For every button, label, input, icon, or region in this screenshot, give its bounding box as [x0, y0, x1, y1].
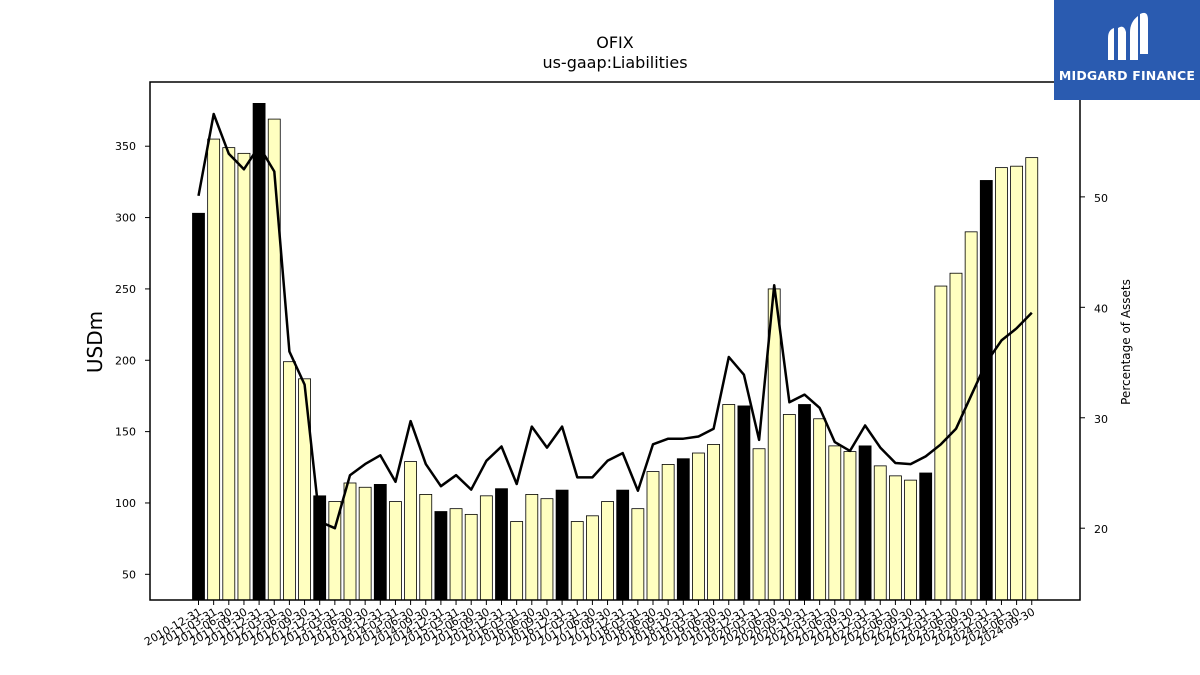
y2-axis-ticks: 20 30 40 50	[1080, 192, 1108, 536]
bar	[586, 515, 599, 601]
bar	[707, 444, 720, 601]
bar	[252, 103, 266, 601]
y-tick-label: 150	[115, 426, 136, 439]
bar	[1025, 157, 1039, 601]
bar	[964, 231, 978, 601]
bar	[904, 479, 917, 601]
bar	[449, 508, 463, 601]
bar	[404, 461, 418, 601]
y-tick-label: 100	[115, 497, 136, 510]
bar	[661, 464, 675, 601]
bar	[1010, 165, 1023, 601]
bar	[495, 488, 508, 601]
bar	[646, 471, 660, 601]
y-tick-label: 350	[115, 140, 136, 153]
bar	[343, 482, 357, 601]
bar	[828, 445, 842, 601]
y2-axis-label: Percentage of Assets	[1119, 279, 1133, 405]
y-tick-label: 250	[115, 283, 136, 296]
bar	[995, 167, 1008, 601]
bar	[207, 138, 221, 601]
bar	[782, 414, 796, 601]
bar	[798, 404, 811, 601]
y2-tick-label: 50	[1094, 192, 1108, 205]
y-axis-ticks: 50 100 150 200 250 300 350	[115, 140, 150, 581]
bar	[237, 152, 251, 601]
bar	[419, 494, 433, 601]
bar	[464, 513, 478, 601]
bar	[570, 521, 584, 601]
bar	[722, 404, 736, 601]
bar	[282, 361, 296, 601]
bar	[525, 494, 539, 601]
bar	[616, 489, 630, 601]
bar	[540, 498, 554, 601]
bar	[222, 147, 236, 601]
y-tick-label: 300	[115, 212, 136, 225]
bar	[873, 465, 887, 601]
bar	[676, 458, 690, 601]
bar	[919, 472, 933, 601]
percentage-line	[197, 112, 1033, 530]
plot-frame	[149, 81, 1081, 601]
bar	[858, 445, 872, 601]
brand-logo: MIDGARD FINANCE	[1054, 0, 1200, 100]
y-axis-label: USDm	[83, 311, 107, 373]
bar	[949, 272, 963, 601]
bar	[601, 501, 614, 601]
bar	[555, 489, 569, 601]
bar	[510, 521, 524, 601]
bar	[979, 180, 993, 601]
bar	[267, 118, 281, 601]
y2-tick-label: 20	[1094, 523, 1108, 536]
brand-name: MIDGARD FINANCE	[1058, 68, 1196, 83]
bar	[692, 452, 705, 601]
bar	[434, 511, 448, 601]
chart-title: OFIX	[596, 33, 634, 52]
y-tick-label: 50	[122, 568, 136, 581]
bar	[843, 451, 857, 601]
bars-group	[192, 103, 1039, 601]
bar	[813, 418, 827, 601]
bar	[752, 448, 766, 601]
y-tick-label: 200	[115, 354, 136, 367]
bar	[479, 495, 493, 601]
x-axis-ticks: 2010-12-312011-03-312011-06-302011-09-30…	[142, 600, 1037, 649]
bar	[358, 486, 372, 601]
bar	[389, 501, 402, 601]
bar	[631, 508, 645, 601]
midgard-logo-icon	[1108, 12, 1148, 61]
y2-tick-label: 40	[1094, 302, 1108, 315]
bar	[192, 212, 205, 601]
bar	[889, 475, 902, 601]
bar	[373, 484, 387, 601]
y2-tick-label: 30	[1094, 413, 1108, 426]
bar	[737, 405, 751, 601]
chart-subtitle: us-gaap:Liabilities	[542, 53, 687, 72]
